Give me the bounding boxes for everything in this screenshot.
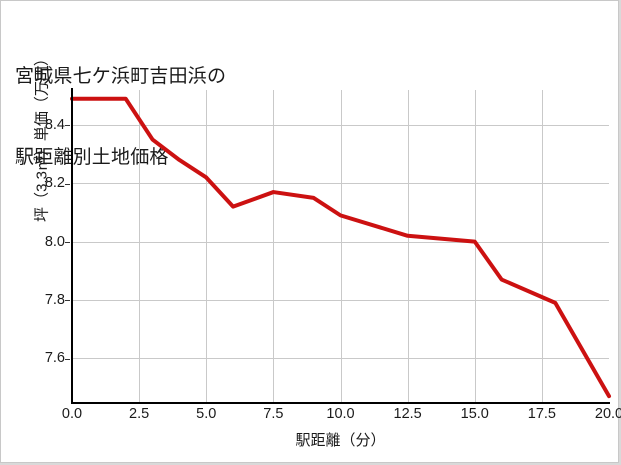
y-axis-tick-labels: 8.4 8.2 8.0 7.8 7.6	[21, 90, 70, 402]
gridline-vertical	[273, 90, 275, 402]
grid-layer	[72, 90, 609, 402]
y-axis-tick-label: 7.8	[44, 291, 65, 308]
x-axis-tick-label: 0.0	[61, 406, 83, 422]
y-axis-tick-label: 7.6	[44, 350, 65, 367]
y-axis-tick-mark	[65, 183, 70, 185]
y-axis-tick-mark	[65, 300, 70, 302]
x-axis-tick-label: 12.5	[393, 406, 422, 422]
chart-title-line-2: 駅距離別土地価格	[15, 147, 169, 168]
data-line-svg	[70, 96, 611, 399]
gridline-vertical	[139, 90, 141, 402]
plot-area	[70, 90, 611, 402]
y-axis-label: 坪（3.3㎡）単価（万円）	[33, 51, 51, 222]
gridline-vertical	[407, 90, 409, 402]
x-axis-tick-label: 2.5	[129, 406, 150, 422]
x-axis-tick-labels: 0.0 2.5 5.0 7.5 10.0 12.5 15.0 17.5 20.0	[62, 406, 621, 428]
y-axis-tick-mark	[65, 125, 70, 127]
x-axis-tick-label: 17.5	[527, 406, 556, 422]
y-axis-tick-label: 8.4	[44, 116, 65, 133]
y-axis-tick-mark	[65, 242, 70, 244]
x-axis-label: 駅距離（分）	[295, 432, 386, 449]
x-axis-tick-label: 15.0	[460, 406, 489, 422]
chart-title: 宮城県七ケ浜町吉田浜の 駅距離別土地価格	[15, 9, 535, 225]
y-axis-tick-label: 8.2	[44, 175, 65, 192]
chart-title-line-1: 宮城県七ケ浜町吉田浜の	[15, 66, 227, 87]
gridline-vertical	[474, 90, 476, 402]
x-axis-tick-label: 20.0	[594, 406, 621, 422]
x-axis-tick-label: 10.0	[326, 406, 355, 422]
y-axis-spine	[71, 88, 73, 404]
y-axis-tick-label: 8.0	[44, 233, 65, 250]
x-axis-tick-label: 5.0	[196, 406, 217, 422]
gridline-vertical	[206, 90, 208, 402]
gridline-vertical	[340, 90, 342, 402]
y-axis-tick-mark	[65, 358, 70, 360]
price-line-series	[70, 96, 611, 399]
x-axis-tick-label: 7.5	[263, 406, 284, 422]
x-axis-spine	[71, 402, 610, 404]
gridline-vertical	[541, 90, 543, 402]
